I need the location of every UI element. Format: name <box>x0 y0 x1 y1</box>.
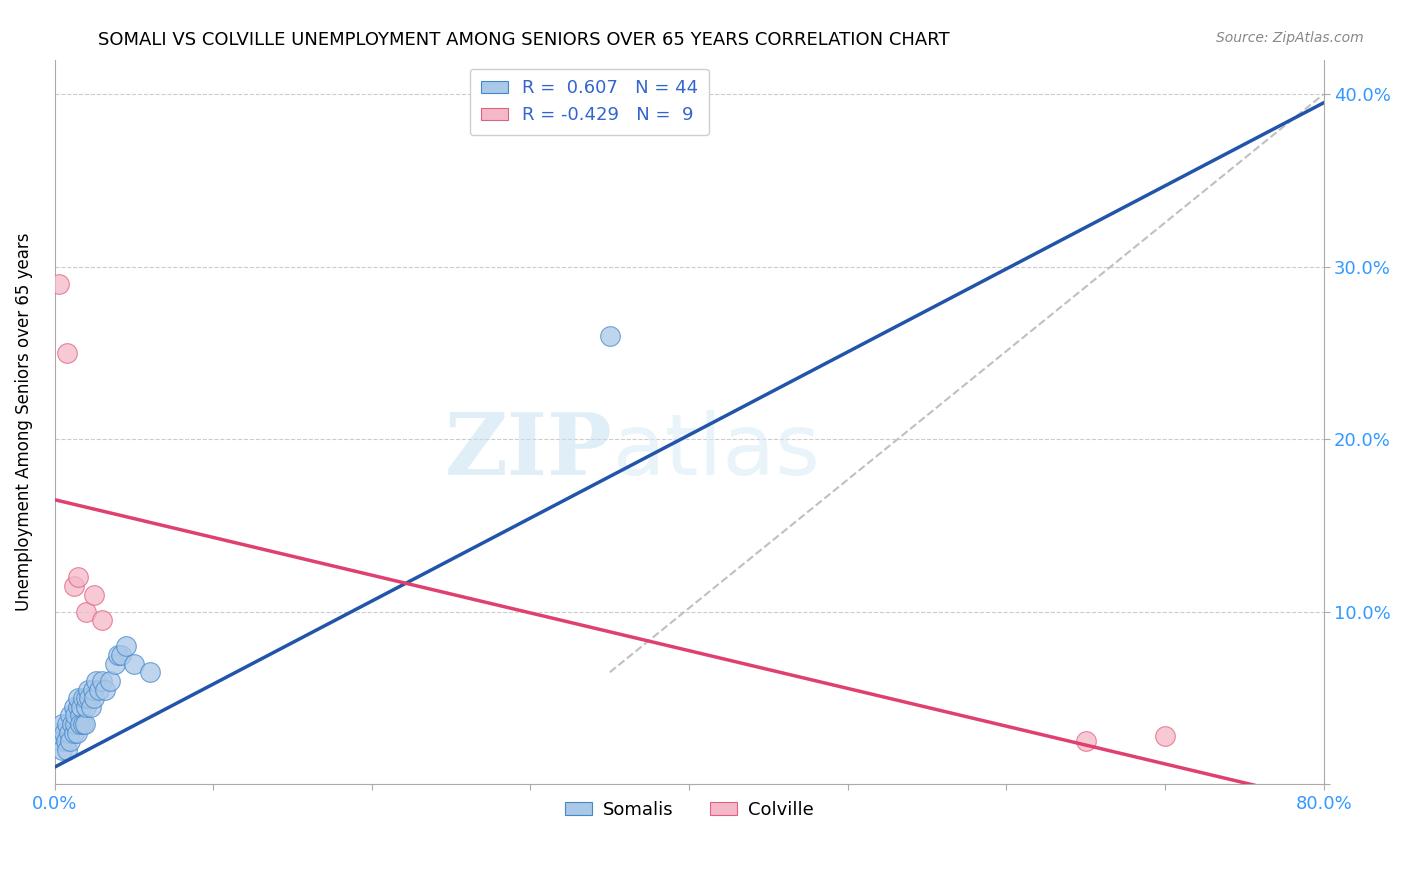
Point <box>56 346 79 360</box>
Point <box>75 699 97 714</box>
Point <box>59 734 82 748</box>
Point <box>72 691 94 706</box>
Point <box>53 725 76 739</box>
Point <box>56 743 79 757</box>
Point <box>94 682 117 697</box>
Point <box>67 570 90 584</box>
Point <box>83 588 105 602</box>
Point <box>98 673 121 688</box>
Point <box>84 673 107 688</box>
Legend: Somalis, Colville: Somalis, Colville <box>558 794 821 826</box>
Text: Source: ZipAtlas.com: Source: ZipAtlas.com <box>1216 31 1364 45</box>
Point <box>1074 734 1097 748</box>
Point <box>104 657 127 671</box>
Point <box>62 579 84 593</box>
Y-axis label: Unemployment Among Seniors over 65 years: Unemployment Among Seniors over 65 years <box>15 233 32 611</box>
Point <box>60 717 83 731</box>
Point <box>82 682 104 697</box>
Text: SOMALI VS COLVILLE UNEMPLOYMENT AMONG SENIORS OVER 65 YEARS CORRELATION CHART: SOMALI VS COLVILLE UNEMPLOYMENT AMONG SE… <box>98 31 950 49</box>
Point <box>63 717 86 731</box>
Point <box>72 717 94 731</box>
Point <box>51 743 73 757</box>
Point <box>79 691 101 706</box>
Point <box>62 699 84 714</box>
Point <box>69 717 91 731</box>
Point <box>107 648 129 662</box>
Point <box>69 708 91 723</box>
Point <box>75 691 97 706</box>
Point <box>56 717 79 731</box>
Point <box>87 682 110 697</box>
Point <box>55 734 77 748</box>
Point <box>75 605 97 619</box>
Point <box>73 717 96 731</box>
Point <box>48 277 70 291</box>
Point <box>91 673 114 688</box>
Point <box>83 691 105 706</box>
Point <box>58 725 80 739</box>
Text: ZIP: ZIP <box>446 409 613 493</box>
Point <box>51 717 73 731</box>
Point <box>1154 729 1177 743</box>
Point <box>49 734 72 748</box>
Point <box>80 699 103 714</box>
Point <box>70 699 93 714</box>
Point <box>48 725 70 739</box>
Point <box>66 725 89 739</box>
Point <box>122 657 145 671</box>
Point <box>138 665 160 680</box>
Point <box>59 708 82 723</box>
Point <box>91 614 114 628</box>
Point <box>76 682 98 697</box>
Point <box>110 648 132 662</box>
Point <box>599 328 621 343</box>
Point <box>67 699 90 714</box>
Text: atlas: atlas <box>613 409 821 492</box>
Point <box>63 708 86 723</box>
Point <box>67 691 90 706</box>
Point <box>115 640 138 654</box>
Point <box>62 725 84 739</box>
